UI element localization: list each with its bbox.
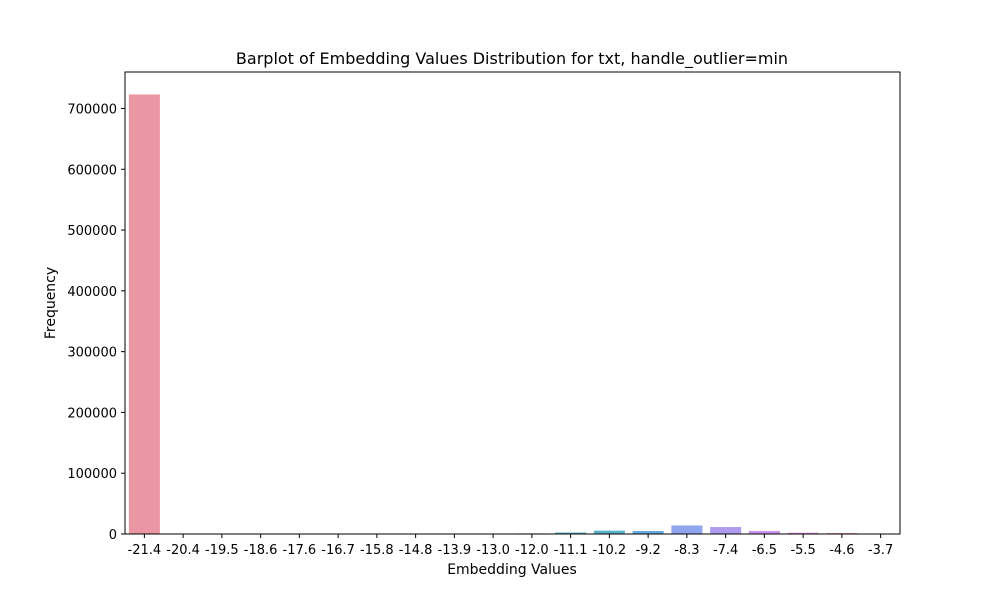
- x-tick-label: -10.2: [593, 543, 627, 558]
- x-axis-label: Embedding Values: [447, 562, 577, 578]
- x-tick-label: -9.2: [635, 543, 660, 558]
- y-axis: 0 100000 200000 300000 400000 500000 600000 700…: [67, 102, 125, 543]
- bar: [671, 525, 703, 534]
- bar: [710, 527, 742, 534]
- bar: [593, 530, 625, 534]
- x-tick-label: -15.8: [360, 543, 394, 558]
- x-tick-label: -8.3: [674, 543, 699, 558]
- x-axis: -21.4 -20.4 -19.5 -18.6 -17.6 -16.7 -15.8 -14.8…: [128, 534, 893, 558]
- x-tick-label: -3.7: [868, 543, 893, 558]
- bar: [128, 94, 160, 535]
- y-tick-label: 200000: [67, 406, 117, 421]
- x-tick-label: -6.5: [752, 543, 777, 558]
- x-tick-label: -17.6: [283, 543, 317, 558]
- y-tick-label: 700000: [67, 102, 117, 117]
- plot-frame: [124, 71, 901, 535]
- y-tick-label: 500000: [67, 224, 117, 239]
- bar: [748, 530, 780, 534]
- y-tick-label: 100000: [67, 467, 117, 482]
- x-tick-label: -13.0: [476, 543, 510, 558]
- x-tick-label: -19.5: [205, 543, 239, 558]
- y-tick-label: 400000: [67, 285, 117, 300]
- x-tick-label: -13.9: [438, 543, 472, 558]
- x-tick-label: -20.4: [166, 543, 200, 558]
- x-tick-label: -4.6: [829, 543, 854, 558]
- chart-title: Barplot of Embedding Values Distribution…: [236, 49, 788, 69]
- bar: [632, 530, 664, 534]
- y-tick-label: 300000: [67, 346, 117, 361]
- x-tick-label: -16.7: [321, 543, 355, 558]
- bar: [555, 532, 587, 534]
- x-tick-label: -21.4: [128, 543, 162, 558]
- y-axis-label: Frequency: [43, 267, 59, 339]
- bar: [787, 532, 819, 534]
- bars: [128, 94, 897, 535]
- x-tick-label: -5.5: [790, 543, 815, 558]
- x-tick-label: -14.8: [399, 543, 433, 558]
- y-tick-label: 600000: [67, 163, 117, 178]
- y-tick-label: 0: [109, 528, 117, 543]
- x-tick-label: -11.1: [554, 543, 588, 558]
- x-tick-label: -12.0: [515, 543, 549, 558]
- x-tick-label: -7.4: [713, 543, 738, 558]
- x-tick-label: -18.6: [244, 543, 278, 558]
